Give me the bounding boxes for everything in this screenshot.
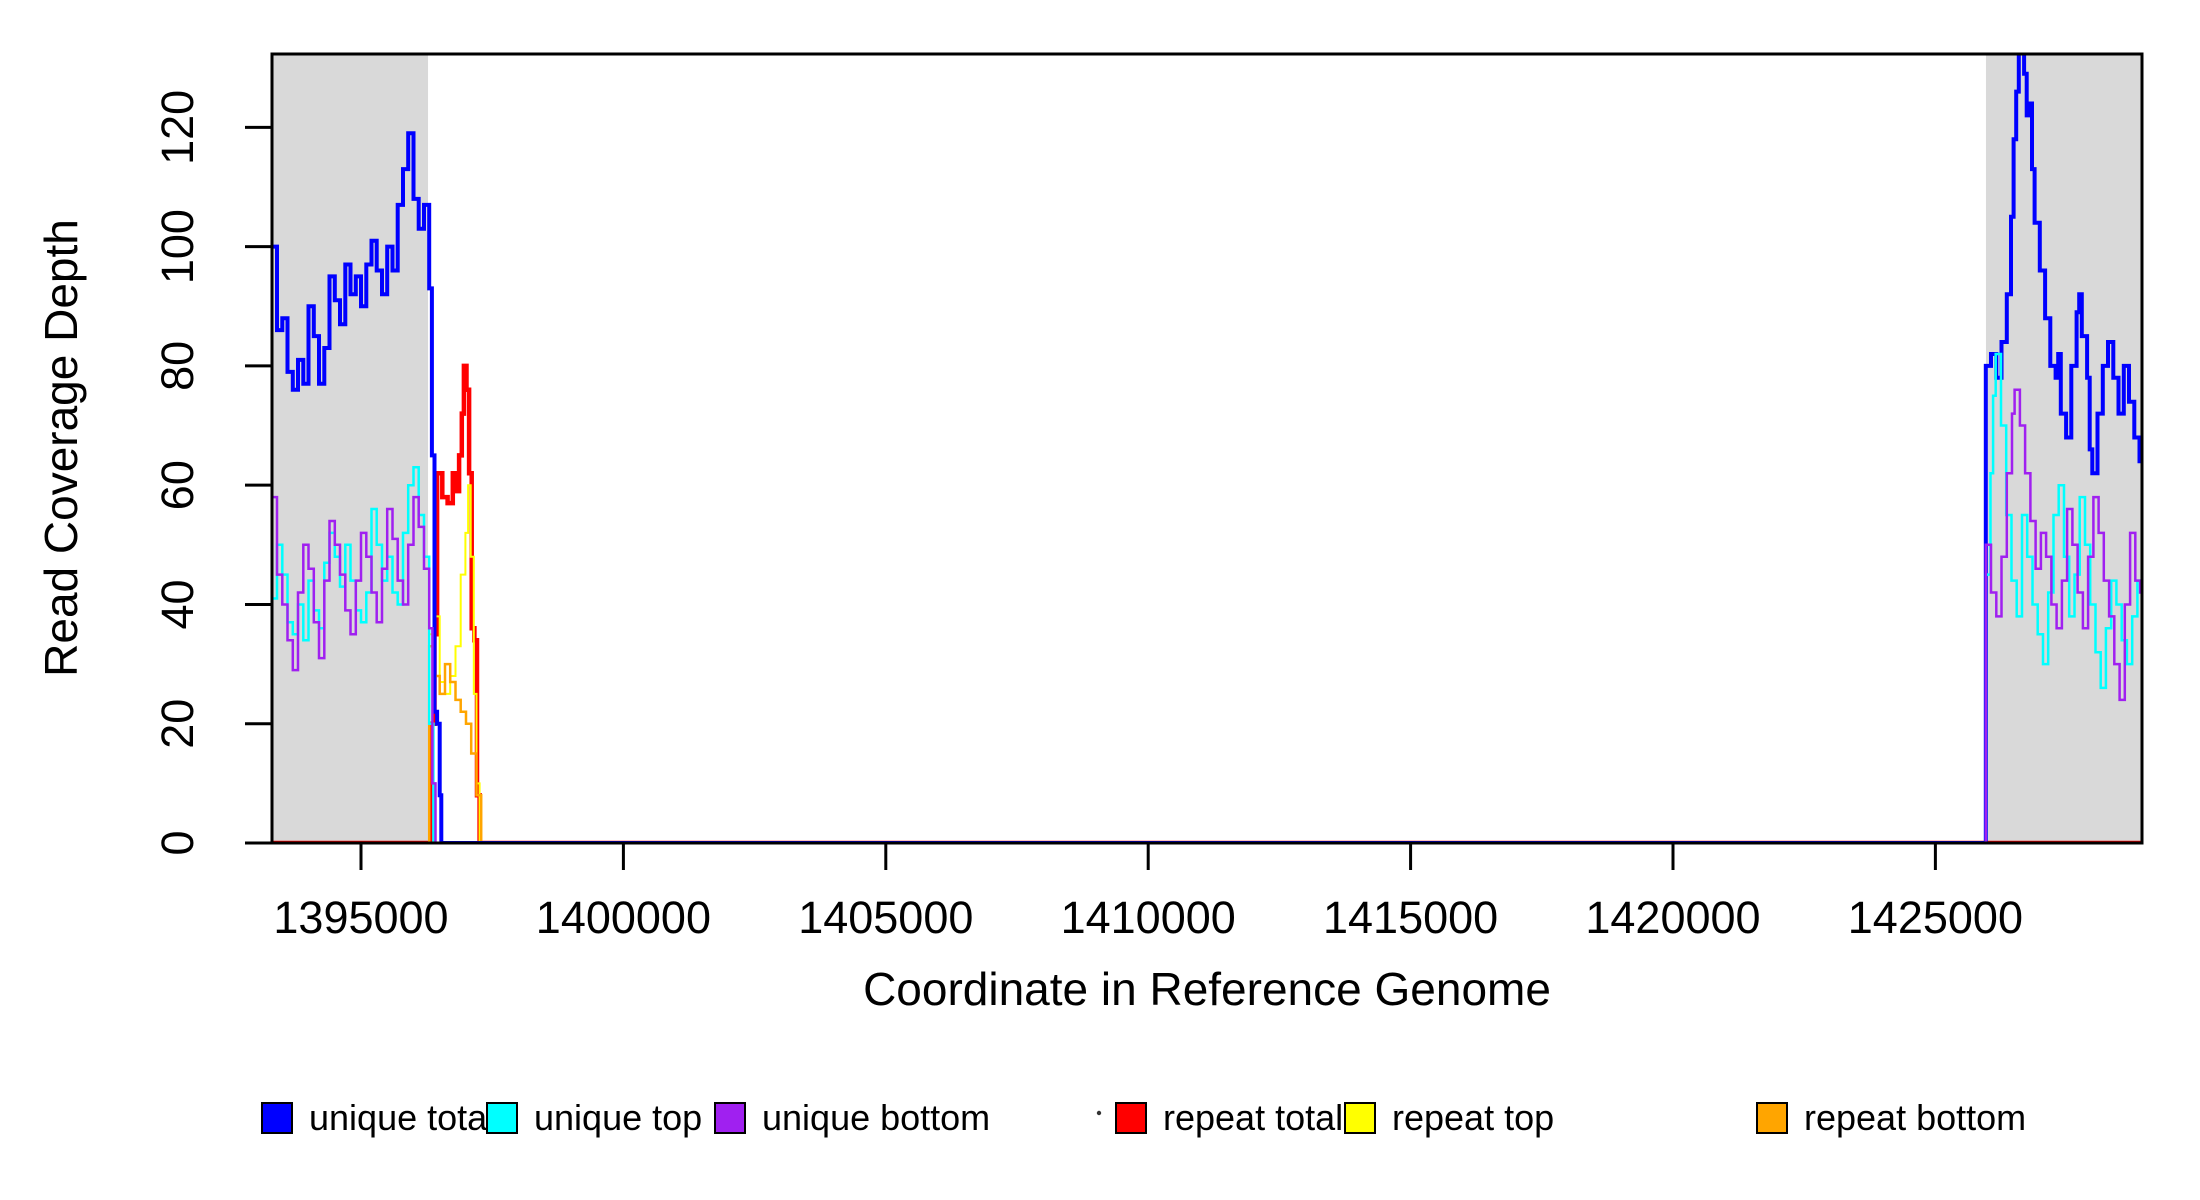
- series-repeat-bottom: [272, 644, 2142, 843]
- legend-label-repeat-top: repeat top: [1392, 1097, 1554, 1138]
- legend-swatch-repeat-bottom: [1756, 1102, 1788, 1134]
- legend-label-repeat-total: repeat total: [1163, 1097, 1343, 1138]
- axes: 1395000 1400000 1405000 1410000 1415000 14200…: [152, 90, 2023, 943]
- y-tick-label: 20: [152, 699, 203, 749]
- y-tick-label: 0: [152, 830, 203, 855]
- legend-swatch-unique-bottom: [714, 1102, 746, 1134]
- legend-swatch-unique-top: [486, 1102, 518, 1134]
- shaded-regions: [272, 54, 2142, 843]
- y-axis-title: Read Coverage Depth: [35, 219, 87, 677]
- legend-swatch-repeat-total: [1115, 1102, 1147, 1134]
- x-tick-label: 1400000: [536, 892, 711, 943]
- x-tick-label: 1405000: [798, 892, 973, 943]
- legend-swatch-unique-total: [261, 1102, 293, 1134]
- legend-label-unique-bottom: unique bottom: [762, 1097, 990, 1138]
- x-tick-label: 1420000: [1585, 892, 1760, 943]
- right-shaded-region: [1985, 54, 2142, 843]
- y-tick-label: 40: [152, 579, 203, 629]
- plot-frame: [270, 52, 2144, 845]
- series-unique-bottom: [272, 388, 2142, 843]
- legend-label-repeat-bottom: repeat bottom: [1804, 1097, 2026, 1138]
- x-tick-label: 1410000: [1061, 892, 1236, 943]
- legend-label-unique-total: unique total: [309, 1097, 495, 1138]
- stray-dot: [1096, 1110, 1102, 1116]
- x-tick-label: 1395000: [273, 892, 448, 943]
- y-tick-label: 60: [152, 460, 203, 510]
- series-repeat-total: [272, 363, 2142, 843]
- series-unique-top: [272, 352, 2142, 843]
- x-axis-title: Coordinate in Reference Genome: [863, 963, 1551, 1015]
- legend-swatch-repeat-top: [1344, 1102, 1376, 1134]
- y-tick-label: 80: [152, 341, 203, 391]
- legend: unique total unique top unique bottom repea…: [261, 1097, 2026, 1138]
- y-tick-label: 100: [152, 209, 203, 284]
- x-tick-label: 1425000: [1848, 892, 2023, 943]
- y-tick-label: 120: [152, 90, 203, 165]
- series-layer: [272, 54, 2142, 843]
- series-repeat-top: [272, 484, 2142, 843]
- x-tick-label: 1415000: [1323, 892, 1498, 943]
- legend-label-unique-top: unique top: [534, 1097, 702, 1138]
- series-unique-total: [272, 54, 2142, 843]
